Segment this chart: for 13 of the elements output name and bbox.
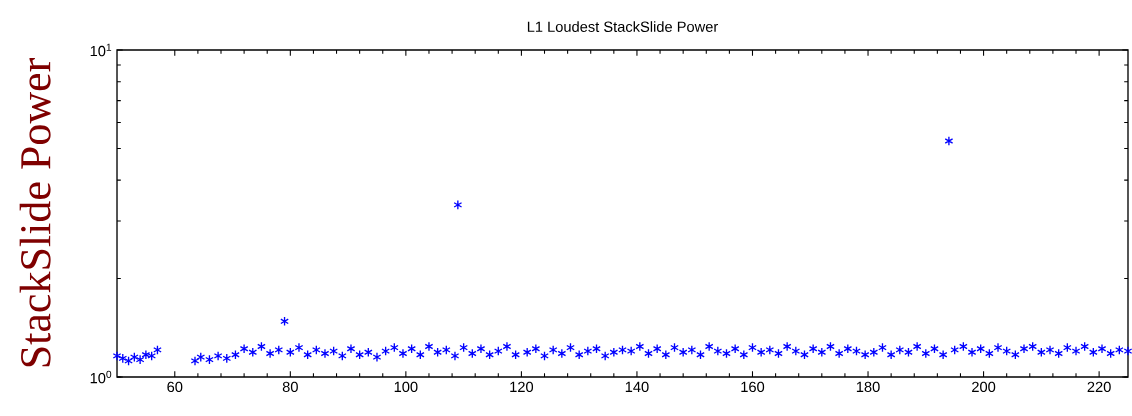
x-tick-label: 160 [741,381,765,393]
x-tick-label: 80 [282,381,298,393]
x-tick-label: 140 [625,381,649,393]
y-axis-title: StackSlide Power [19,58,51,367]
y-tick-label: 10$^{1}$ [90,43,112,57]
y-tick-label: 10$^{0}$ [90,370,112,384]
x-tick-label: 60 [167,381,183,393]
x-tick-label: 200 [972,381,996,393]
x-tick-label: 180 [856,381,880,393]
x-tick-label: 120 [510,381,534,393]
x-tick-label: 220 [1087,381,1111,393]
chart-title: L1 Loudest StackSlide Power [527,21,719,32]
x-tick-label: 100 [394,381,418,393]
